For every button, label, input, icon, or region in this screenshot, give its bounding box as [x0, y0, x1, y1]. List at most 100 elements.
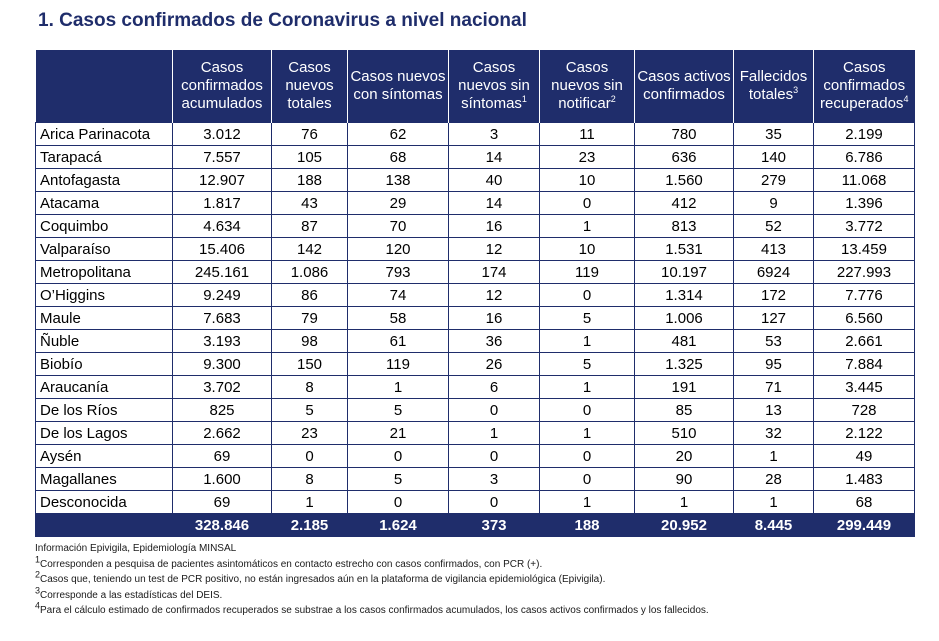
total-value-cell: 2.185 [271, 513, 348, 537]
value-cell: 6924 [733, 260, 814, 284]
value-cell: 0 [539, 444, 635, 468]
total-value-cell: 20.952 [634, 513, 734, 537]
footnote-marker: 2 [35, 569, 41, 580]
value-cell: 0 [448, 398, 540, 422]
value-cell: 0 [539, 398, 635, 422]
value-cell: 3.445 [813, 375, 915, 399]
table-row: Araucanía 3.702 8 1 6 1 191 71 3.445 [35, 375, 915, 399]
value-cell: 10 [539, 168, 635, 192]
table-row: Desconocida 69 1 0 0 1 1 1 68 [35, 490, 915, 514]
value-cell: 120 [347, 237, 449, 261]
value-cell: 98 [271, 329, 348, 353]
value-cell: 6.560 [813, 306, 915, 330]
value-cell: 35 [733, 122, 814, 146]
value-cell: 1 [347, 375, 449, 399]
value-cell: 5 [347, 467, 449, 491]
total-value-cell: 8.445 [733, 513, 814, 537]
header-column: Casos nuevos sin síntomas1 [448, 50, 540, 123]
value-cell: 1 [539, 329, 635, 353]
footnote: 2Casos que, teniendo un test de PCR posi… [35, 569, 709, 588]
footnote-text: Información Epivigila, Epidemiología MIN… [35, 543, 237, 554]
value-cell: 9.300 [172, 352, 272, 376]
value-cell: 6 [448, 375, 540, 399]
value-cell: 1 [448, 421, 540, 445]
value-cell: 20 [634, 444, 734, 468]
value-cell: 174 [448, 260, 540, 284]
value-cell: 142 [271, 237, 348, 261]
total-value-cell: 328.846 [172, 513, 272, 537]
value-cell: 0 [347, 490, 449, 514]
value-cell: 49 [813, 444, 915, 468]
value-cell: 5 [347, 398, 449, 422]
header-column: Casos nuevos con síntomas [347, 50, 449, 123]
value-cell: 16 [448, 214, 540, 238]
value-cell: 9.249 [172, 283, 272, 307]
value-cell: 5 [271, 398, 348, 422]
value-cell: 0 [448, 444, 540, 468]
table-row: De los Lagos 2.662 23 21 1 1 510 32 2.122 [35, 421, 915, 445]
value-cell: 0 [347, 444, 449, 468]
value-cell: 150 [271, 352, 348, 376]
footnote-text: Casos que, teniendo un test de PCR posit… [40, 574, 606, 585]
value-cell: 61 [347, 329, 449, 353]
header-column: Casos nuevos totales [271, 50, 348, 123]
table-row: Metropolitana 245.161 1.086 793 174 119 10.197… [35, 260, 915, 284]
footnote-marker: 4 [903, 94, 909, 104]
value-cell: 3 [448, 122, 540, 146]
value-cell: 3.772 [813, 214, 915, 238]
value-cell: 90 [634, 467, 734, 491]
footnote: 3Corresponde a las estadísticas del DEIS… [35, 586, 709, 604]
value-cell: 813 [634, 214, 734, 238]
value-cell: 413 [733, 237, 814, 261]
table-body: Arica Parinacota 3.012 76 62 3 11 780 35 2.199 Ta… [35, 122, 915, 537]
value-cell: 29 [347, 191, 449, 215]
value-cell: 12.907 [172, 168, 272, 192]
value-cell: 26 [448, 352, 540, 376]
value-cell: 12 [448, 237, 540, 261]
value-cell: 0 [539, 191, 635, 215]
value-cell: 23 [271, 421, 348, 445]
table-row: Coquimbo 4.634 87 70 16 1 813 52 3.772 [35, 214, 915, 238]
value-cell: 68 [347, 145, 449, 169]
header-label: Casos confirmados recuperados [820, 59, 906, 112]
header-label: Casos nuevos sin notificar [551, 59, 623, 112]
value-cell: 0 [539, 467, 635, 491]
value-cell: 7.884 [813, 352, 915, 376]
value-cell: 85 [634, 398, 734, 422]
header-label: Casos nuevos sin síntomas [458, 59, 530, 112]
value-cell: 188 [271, 168, 348, 192]
value-cell: 140 [733, 145, 814, 169]
value-cell: 1.325 [634, 352, 734, 376]
value-cell: 71 [733, 375, 814, 399]
value-cell: 481 [634, 329, 734, 353]
value-cell: 8 [271, 467, 348, 491]
value-cell: 11 [539, 122, 635, 146]
value-cell: 3 [448, 467, 540, 491]
region-name-cell: Arica Parinacota [35, 122, 173, 146]
footnote: 1Corresponden a pesquisa de pacientes as… [35, 555, 709, 573]
total-value-cell: 1.624 [347, 513, 449, 537]
table-row: Arica Parinacota 3.012 76 62 3 11 780 35 2.199 [35, 122, 915, 146]
footnote: 4Para el cálculo estimado de confirmados… [35, 600, 709, 619]
value-cell: 7.683 [172, 306, 272, 330]
value-cell: 510 [634, 421, 734, 445]
footnote-marker: 2 [610, 94, 616, 104]
value-cell: 0 [448, 490, 540, 514]
value-cell: 15.406 [172, 237, 272, 261]
footnote-marker: 4 [35, 600, 41, 611]
value-cell: 1.600 [172, 467, 272, 491]
table-row: O’Higgins 9.249 86 74 12 0 1.314 172 7.776 [35, 283, 915, 307]
value-cell: 1 [539, 214, 635, 238]
totals-label-cell [35, 513, 173, 537]
page-title: 1. Casos confirmados de Coronavirus a ni… [38, 10, 527, 31]
value-cell: 4.634 [172, 214, 272, 238]
footnote: Información Epivigila, Epidemiología MIN… [35, 541, 709, 557]
value-cell: 3.193 [172, 329, 272, 353]
table-row: Valparaíso 15.406 142 120 12 10 1.531 413 13.459 [35, 237, 915, 261]
value-cell: 12 [448, 283, 540, 307]
region-name-cell: De los Ríos [35, 398, 173, 422]
value-cell: 5 [539, 352, 635, 376]
value-cell: 52 [733, 214, 814, 238]
value-cell: 53 [733, 329, 814, 353]
value-cell: 2.122 [813, 421, 915, 445]
